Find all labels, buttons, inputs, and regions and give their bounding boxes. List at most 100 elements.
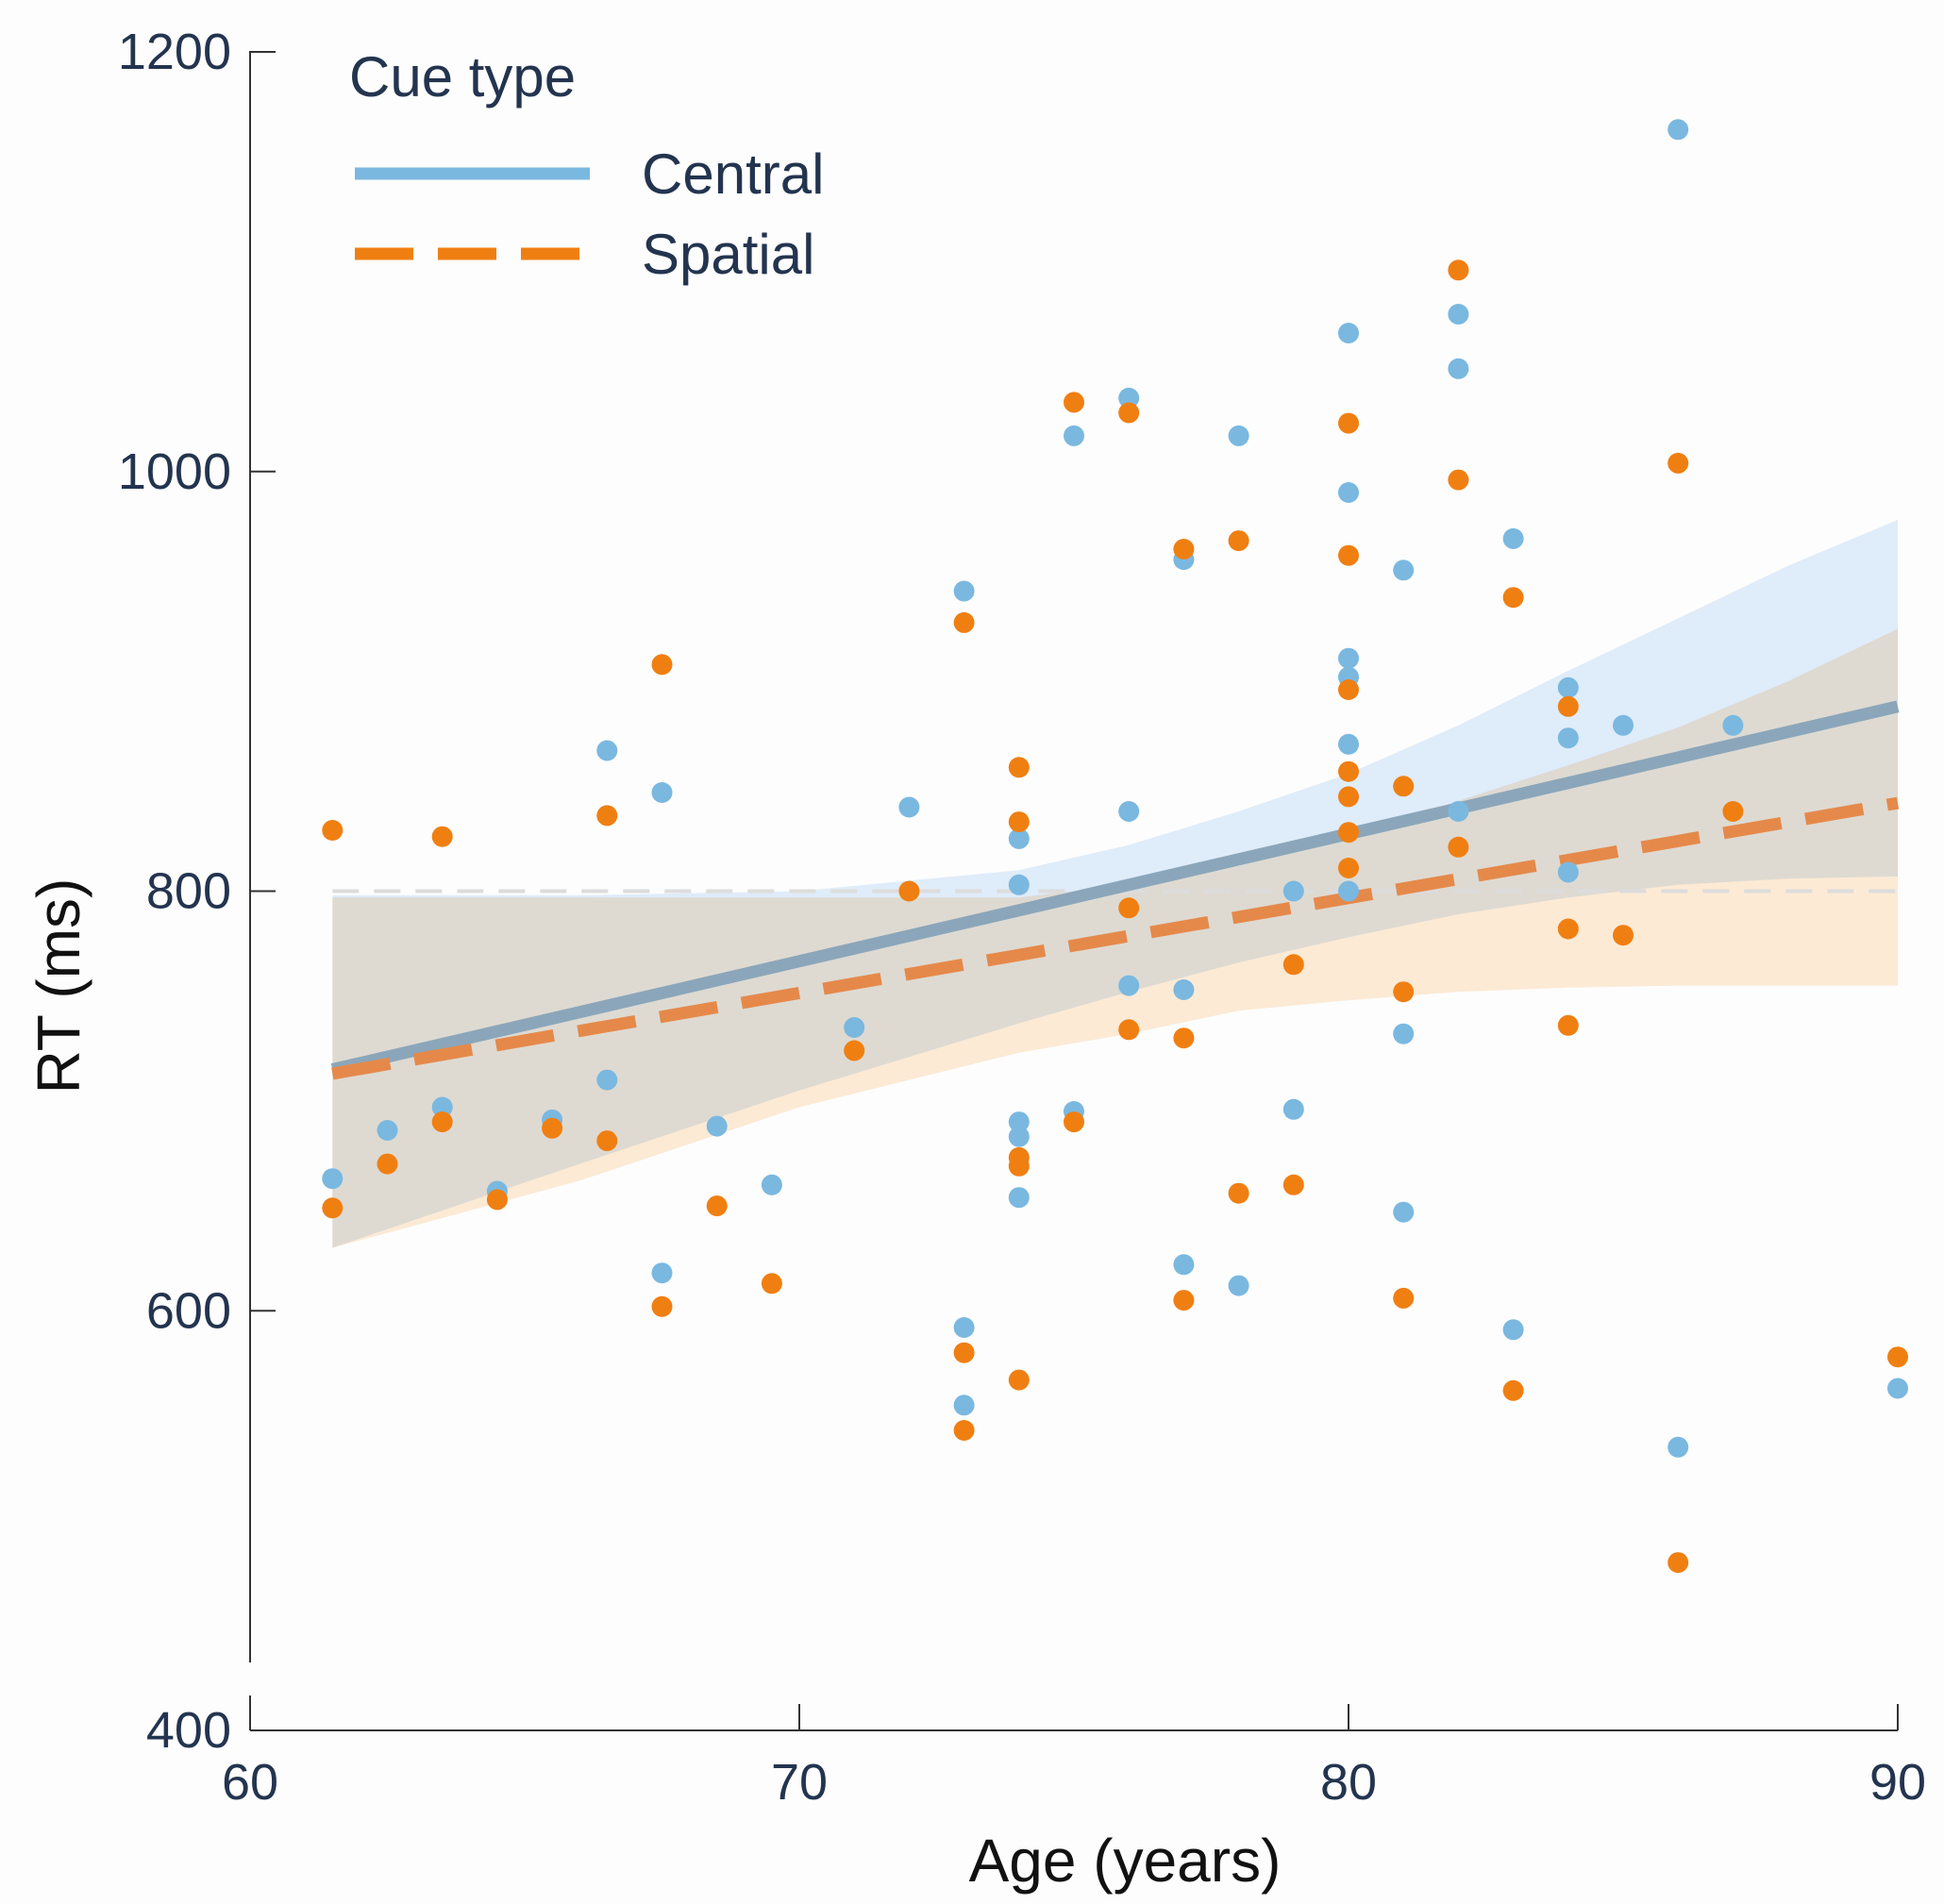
legend-label-spatial: Spatial <box>642 223 814 286</box>
point-spatial <box>431 1111 453 1133</box>
point-central <box>953 1317 975 1338</box>
point-central <box>1613 714 1634 736</box>
point-central <box>1008 1187 1030 1209</box>
y-ticks: 400 600 800 1000 1200 <box>118 24 276 1759</box>
y-tick-label: 1200 <box>118 24 231 80</box>
point-central <box>953 580 975 602</box>
point-spatial <box>542 1117 563 1139</box>
point-spatial <box>706 1195 728 1217</box>
legend: Cue type Central Spatial <box>349 45 824 286</box>
point-central <box>1338 733 1359 755</box>
point-central <box>1557 727 1579 749</box>
legend-title: Cue type <box>349 45 576 109</box>
point-central <box>1667 119 1689 141</box>
point-spatial <box>1613 925 1634 946</box>
x-tick-label: 80 <box>1320 1754 1377 1811</box>
point-central <box>1722 714 1744 736</box>
point-spatial <box>1393 981 1415 1003</box>
point-central <box>596 740 618 761</box>
point-spatial <box>651 654 673 676</box>
axes <box>249 52 1898 1731</box>
point-spatial <box>322 1197 344 1219</box>
point-central <box>651 782 673 803</box>
point-central <box>1502 1319 1524 1341</box>
point-spatial <box>1173 539 1195 560</box>
point-spatial <box>486 1189 508 1211</box>
point-central <box>1008 1111 1030 1133</box>
y-axis-title: RT (ms) <box>25 878 92 1094</box>
point-central <box>1393 1023 1415 1044</box>
point-central <box>1173 1254 1195 1276</box>
point-spatial <box>1448 259 1469 281</box>
point-central <box>1282 1098 1304 1120</box>
fit-lines <box>330 700 1900 1080</box>
point-central <box>1008 1126 1030 1147</box>
point-central <box>1173 979 1195 1000</box>
point-spatial <box>1338 544 1359 566</box>
point-spatial <box>322 820 344 841</box>
data-points <box>322 119 1908 1574</box>
point-spatial <box>1228 1182 1249 1204</box>
y-tick-label: 400 <box>146 1702 231 1759</box>
point-spatial <box>761 1273 782 1294</box>
point-central <box>1338 323 1359 343</box>
point-central <box>1228 425 1249 446</box>
point-spatial <box>1064 392 1084 413</box>
point-spatial <box>1557 918 1579 940</box>
point-spatial <box>1118 1019 1140 1041</box>
point-spatial <box>1338 858 1359 878</box>
x-tick-label: 90 <box>1869 1754 1926 1811</box>
x-axis-title: Age (years) <box>969 1827 1282 1895</box>
point-spatial <box>1557 695 1579 717</box>
point-central <box>1557 861 1579 883</box>
point-spatial <box>1557 1014 1579 1036</box>
y-tick-label: 1000 <box>118 443 231 500</box>
point-central <box>431 1096 453 1118</box>
point-central <box>1338 647 1359 669</box>
point-spatial <box>844 1040 865 1061</box>
point-spatial <box>1282 1174 1304 1195</box>
fit-line-spatial <box>331 796 1900 1080</box>
point-spatial <box>1338 760 1359 782</box>
point-central <box>1118 387 1140 409</box>
point-spatial <box>1118 402 1140 424</box>
fit-line-central <box>330 700 1900 1076</box>
point-spatial <box>1338 679 1359 700</box>
point-central <box>596 1069 618 1091</box>
point-central <box>1393 1201 1415 1223</box>
point-spatial <box>953 1342 975 1363</box>
x-ticks: 60 70 80 90 <box>222 1704 1926 1811</box>
point-central <box>1448 801 1469 822</box>
point-spatial <box>1282 954 1304 976</box>
point-spatial <box>1064 1111 1084 1133</box>
point-central <box>1557 676 1579 698</box>
point-spatial <box>1173 1027 1195 1049</box>
point-spatial <box>596 1130 618 1152</box>
point-spatial <box>1338 412 1359 434</box>
point-spatial <box>1502 587 1524 609</box>
point-central <box>953 1395 975 1416</box>
point-spatial <box>1008 1155 1030 1177</box>
point-central <box>1338 482 1359 503</box>
point-central <box>651 1262 673 1284</box>
point-central <box>1448 358 1469 379</box>
point-central <box>1228 1275 1249 1296</box>
point-central <box>1667 1436 1689 1458</box>
point-spatial <box>1722 801 1744 822</box>
point-spatial <box>898 880 920 902</box>
point-central <box>1118 801 1140 822</box>
point-central <box>761 1174 782 1195</box>
point-spatial <box>1393 776 1415 797</box>
point-spatial <box>1502 1379 1524 1401</box>
y-tick-label: 600 <box>146 1282 231 1339</box>
point-spatial <box>377 1153 398 1175</box>
point-central <box>1008 874 1030 895</box>
point-central <box>1282 880 1304 902</box>
point-central <box>377 1120 398 1141</box>
point-spatial <box>431 826 453 847</box>
point-central <box>1448 304 1469 325</box>
point-central <box>1064 425 1084 446</box>
point-spatial <box>1338 822 1359 843</box>
point-central <box>1502 527 1524 549</box>
